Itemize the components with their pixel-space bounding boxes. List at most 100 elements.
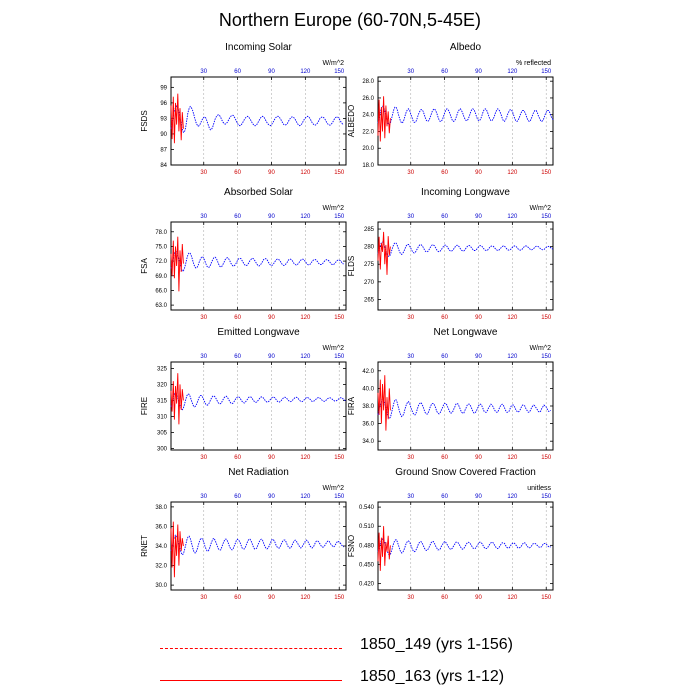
x-tick-label-bottom: 120 (507, 170, 518, 176)
series-line-1850-163 (377, 231, 391, 275)
x-tick-label-bottom: 150 (334, 170, 345, 176)
x-tick-label-top: 60 (234, 214, 241, 220)
y-axis-label: ALBEDO (347, 105, 356, 137)
x-tick-label-top: 150 (541, 354, 552, 360)
y-tick-label: 275 (364, 262, 375, 268)
x-tick-label-bottom: 90 (268, 315, 275, 321)
y-tick-label: 87 (160, 147, 167, 153)
plot-frame (377, 361, 554, 451)
y-tick-label: 320 (157, 382, 168, 388)
x-tick-label-top: 60 (441, 69, 448, 75)
x-tick-label-top: 30 (407, 494, 414, 500)
y-tick-label: 36.0 (362, 422, 374, 428)
legend: 1850_149 (yrs 1-156) 1850_163 (yrs 1-12) (0, 628, 700, 700)
x-tick-label-top: 60 (441, 214, 448, 220)
units-label: W/m^2 (322, 485, 344, 492)
x-tick-label-bottom: 90 (268, 170, 275, 176)
x-tick-label-top: 90 (475, 354, 482, 360)
x-tick-label-top: 120 (507, 214, 518, 220)
x-tick-label-bottom: 30 (407, 595, 414, 601)
series-line-1850-149 (170, 250, 344, 272)
legend-label-1850-149: 1850_149 (yrs 1-156) (360, 636, 513, 653)
units-label: W/m^2 (322, 345, 344, 352)
x-tick-label-bottom: 30 (200, 315, 207, 321)
x-tick-label-bottom: 60 (441, 170, 448, 176)
panel-title: Emitted Longwave (217, 327, 300, 338)
x-tick-label-top: 60 (234, 494, 241, 500)
x-tick-label-bottom: 150 (541, 315, 552, 321)
x-tick-label-top: 120 (300, 354, 311, 360)
x-tick-label-bottom: 120 (300, 455, 311, 461)
x-tick-label-bottom: 150 (334, 315, 345, 321)
y-axis-label: FIRE (140, 397, 149, 415)
y-axis-label: RNET (140, 535, 149, 557)
y-tick-label: 280 (364, 245, 375, 251)
x-tick-label-bottom: 60 (234, 455, 241, 461)
x-tick-label-top: 120 (507, 69, 518, 75)
plot-frame (170, 221, 347, 311)
x-tick-label-top: 60 (234, 69, 241, 75)
y-tick-label: 90 (160, 132, 167, 138)
y-axis-label: FSA (140, 258, 149, 274)
x-tick-label-bottom: 60 (234, 315, 241, 321)
y-tick-label: 325 (157, 366, 168, 372)
series-line-1850-163 (377, 96, 391, 142)
x-tick-label-bottom: 90 (475, 455, 482, 461)
x-tick-label-top: 120 (507, 354, 518, 360)
series-line-1850-163 (377, 526, 391, 571)
y-tick-label: 0.540 (359, 505, 375, 511)
y-tick-label: 30.0 (155, 583, 167, 589)
y-tick-label: 0.450 (359, 562, 375, 568)
chart-panels: Incoming Solar W/m^2 30 30 60 60 90 90 120 120 150… (140, 42, 554, 601)
series-line-1850-149 (377, 538, 551, 556)
units-label: % reflected (516, 60, 551, 67)
series-line-1850-163 (170, 521, 184, 578)
y-tick-label: 38.0 (362, 404, 374, 410)
panel-title: Net Longwave (434, 327, 498, 338)
x-tick-label-top: 90 (268, 494, 275, 500)
legend-solid-line-swatch (160, 680, 342, 681)
series-line-1850-163 (170, 93, 184, 144)
x-tick-label-bottom: 60 (441, 595, 448, 601)
x-tick-label-top: 60 (234, 354, 241, 360)
x-tick-label-bottom: 30 (200, 455, 207, 461)
panel-title: Ground Snow Covered Fraction (395, 467, 536, 478)
x-tick-label-top: 120 (300, 69, 311, 75)
plot-frame (377, 76, 554, 166)
legend-dashed-line-swatch (160, 648, 342, 649)
y-tick-label: 0.480 (359, 543, 375, 549)
series-line-1850-149 (170, 534, 345, 556)
y-tick-label: 32.0 (155, 564, 167, 570)
y-tick-label: 96 (160, 101, 167, 107)
x-tick-label-top: 120 (300, 214, 311, 220)
y-tick-label: 300 (157, 446, 168, 452)
y-tick-label: 72.0 (155, 259, 167, 265)
y-tick-label: 38.0 (155, 505, 167, 511)
x-tick-label-bottom: 90 (475, 315, 482, 321)
panel-title: Net Radiation (228, 467, 289, 478)
y-tick-label: 20.0 (362, 146, 374, 152)
y-tick-label: 63.0 (155, 303, 167, 309)
x-tick-label-top: 90 (475, 494, 482, 500)
y-tick-label: 34.0 (155, 544, 167, 550)
y-tick-label: 69.0 (155, 274, 167, 280)
y-tick-label: 22.0 (362, 129, 374, 135)
y-tick-label: 93 (160, 116, 167, 122)
plot-frame (170, 76, 347, 166)
y-axis-label: FSNO (347, 535, 356, 557)
x-tick-label-top: 120 (507, 494, 518, 500)
page-title: Northern Europe (60-70N,5-45E) (218, 10, 482, 30)
x-tick-label-bottom: 120 (507, 595, 518, 601)
series-line-1850-149 (377, 398, 551, 419)
y-tick-label: 34.0 (362, 439, 374, 445)
series-line-1850-149 (377, 105, 554, 126)
y-tick-label: 315 (157, 398, 168, 404)
panel-title: Incoming Solar (225, 42, 292, 53)
y-tick-label: 84 (160, 163, 167, 169)
x-tick-label-bottom: 60 (441, 455, 448, 461)
series-line-1850-149 (377, 241, 554, 258)
x-tick-label-bottom: 90 (268, 455, 275, 461)
x-tick-label-top: 30 (407, 214, 414, 220)
x-tick-label-top: 150 (334, 214, 345, 220)
x-tick-label-bottom: 150 (541, 455, 552, 461)
